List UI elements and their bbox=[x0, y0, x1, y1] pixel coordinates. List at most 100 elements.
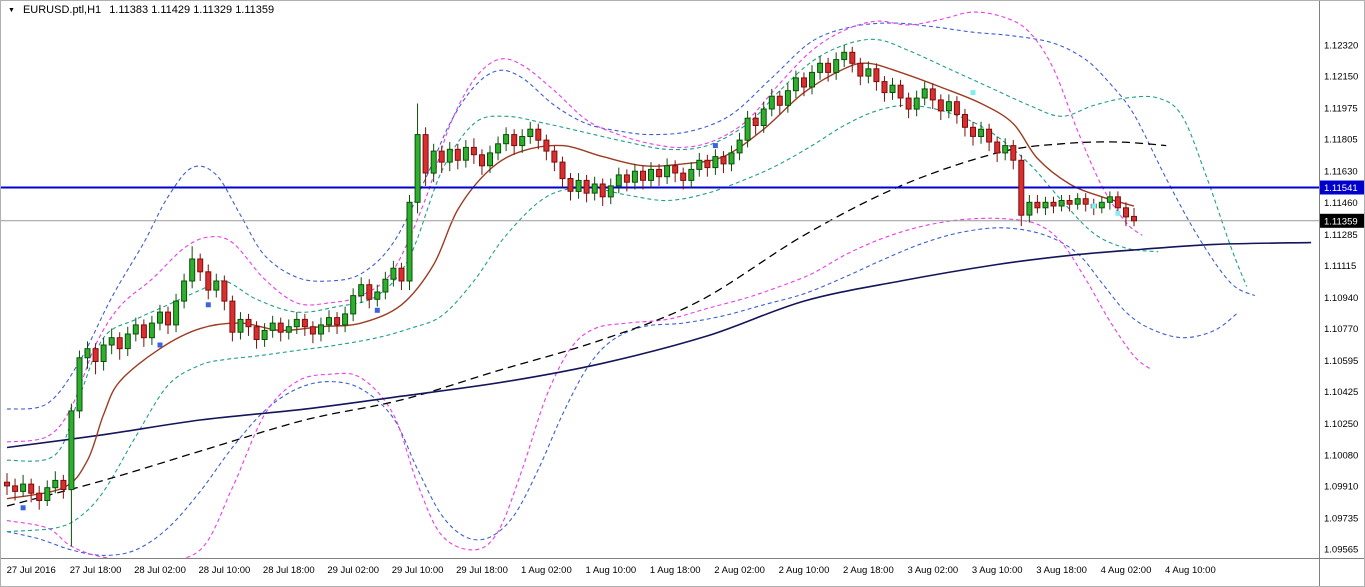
candle-body bbox=[519, 136, 526, 147]
indicator-band-blue-lower bbox=[6, 227, 1240, 556]
candle-body bbox=[825, 62, 832, 73]
candle-body bbox=[1114, 196, 1121, 209]
price-axis[interactable]: 1.12320 1.12150 1.11975 1.11805 1.11630 1.114… bbox=[1324, 41, 1358, 556]
candle-body bbox=[157, 311, 163, 324]
candle-body bbox=[945, 101, 952, 112]
candle-body bbox=[841, 51, 848, 61]
candle-body bbox=[728, 152, 735, 165]
candlestick-series bbox=[4, 45, 1137, 547]
candle-body bbox=[688, 168, 695, 181]
candle-body bbox=[768, 95, 775, 110]
y-axis-label: 1.11115 bbox=[1324, 261, 1356, 272]
y-axis-label: 1.10080 bbox=[1324, 450, 1358, 461]
candle-body bbox=[591, 183, 598, 194]
candle-body bbox=[1042, 201, 1049, 209]
candle-body bbox=[108, 337, 115, 346]
signal-marker bbox=[712, 143, 718, 149]
y-axis-label: 1.11285 bbox=[1324, 230, 1358, 241]
y-axis-label: 1.09565 bbox=[1324, 545, 1358, 556]
candle-body bbox=[293, 318, 300, 328]
candle-body bbox=[229, 300, 236, 333]
candle-body bbox=[495, 143, 502, 154]
x-axis-label: 27 Jul 18:00 bbox=[70, 565, 122, 576]
candle-body bbox=[511, 134, 518, 147]
candle-body bbox=[406, 201, 413, 282]
chart-menu-icon[interactable]: ▼ bbox=[8, 6, 15, 14]
x-axis-label: 1 Aug 02:00 bbox=[521, 565, 572, 576]
candle-body bbox=[720, 156, 727, 165]
candle-body bbox=[470, 146, 477, 156]
candle-body bbox=[422, 134, 429, 174]
candle-body bbox=[350, 295, 357, 315]
candle-body bbox=[527, 128, 534, 137]
candle-body bbox=[704, 159, 711, 169]
candle-body bbox=[414, 134, 421, 203]
candle-body bbox=[970, 126, 976, 137]
candle-body bbox=[269, 322, 276, 331]
signal-marker bbox=[1091, 203, 1097, 209]
x-axis-label: 2 Aug 18:00 bbox=[843, 565, 894, 576]
candle-body bbox=[189, 258, 196, 282]
candle-body bbox=[881, 81, 888, 94]
y-axis-label: 1.10595 bbox=[1324, 356, 1358, 367]
y-axis-label: 1.12150 bbox=[1324, 72, 1358, 83]
candle-body bbox=[301, 318, 308, 328]
candle-body bbox=[535, 128, 542, 141]
candle-body bbox=[285, 326, 292, 333]
candle-body bbox=[736, 139, 743, 154]
candle-body bbox=[68, 410, 75, 491]
candle-body bbox=[776, 95, 783, 106]
candle-body bbox=[615, 174, 622, 187]
hline-price-badge-bg bbox=[1320, 180, 1364, 195]
x-axis-label: 27 Jul 2016 bbox=[7, 565, 56, 576]
signal-marker bbox=[157, 342, 163, 348]
candle-body bbox=[1002, 145, 1009, 154]
candle-body bbox=[1098, 201, 1105, 209]
candle-body bbox=[197, 258, 204, 273]
candle-body bbox=[342, 313, 349, 326]
candle-body bbox=[1058, 200, 1065, 207]
candle-body bbox=[318, 324, 324, 335]
signal-marker bbox=[374, 307, 380, 313]
candle-body bbox=[60, 479, 67, 490]
candle-body bbox=[929, 88, 936, 101]
candle-body bbox=[1082, 198, 1089, 205]
candle-body bbox=[382, 278, 389, 293]
candle-body bbox=[309, 326, 316, 335]
candle-body bbox=[205, 271, 212, 291]
time-axis[interactable]: 27 Jul 2016 27 Jul 18:00 28 Jul 02:00 28 Ju… bbox=[7, 565, 1216, 576]
indicator-ma-slow-navy bbox=[6, 241, 1312, 449]
candle-body bbox=[213, 280, 220, 291]
x-axis-label: 1 Aug 10:00 bbox=[585, 565, 636, 576]
x-axis-label: 3 Aug 02:00 bbox=[907, 565, 958, 576]
candle-body bbox=[962, 114, 968, 128]
candle-body bbox=[430, 150, 437, 174]
signal-marker bbox=[205, 302, 211, 308]
candle-body bbox=[4, 481, 10, 487]
x-axis-label: 28 Jul 10:00 bbox=[199, 565, 251, 576]
candle-body bbox=[398, 267, 405, 282]
chart-ohlc-quote: 1.11383 1.11429 1.11329 1.11359 bbox=[109, 4, 275, 16]
candle-body bbox=[277, 322, 284, 333]
candle-body bbox=[873, 68, 880, 83]
candle-body bbox=[503, 134, 510, 145]
candle-body bbox=[1123, 207, 1129, 218]
x-axis-label: 4 Aug 02:00 bbox=[1101, 565, 1152, 576]
candle-body bbox=[237, 318, 244, 333]
x-axis-label: 29 Jul 02:00 bbox=[327, 565, 379, 576]
candle-body bbox=[551, 150, 558, 163]
candle-body bbox=[784, 90, 791, 106]
candle-body bbox=[640, 170, 646, 181]
candle-body bbox=[986, 128, 993, 143]
candle-body bbox=[857, 62, 864, 77]
candle-body bbox=[165, 311, 171, 326]
x-axis-label: 1 Aug 18:00 bbox=[650, 565, 701, 576]
candle-body bbox=[374, 291, 381, 300]
candle-body bbox=[953, 101, 960, 115]
candle-body bbox=[326, 317, 332, 326]
candle-body bbox=[712, 156, 719, 169]
y-axis-label: 1.11460 bbox=[1324, 198, 1358, 209]
candle-body bbox=[140, 324, 147, 339]
